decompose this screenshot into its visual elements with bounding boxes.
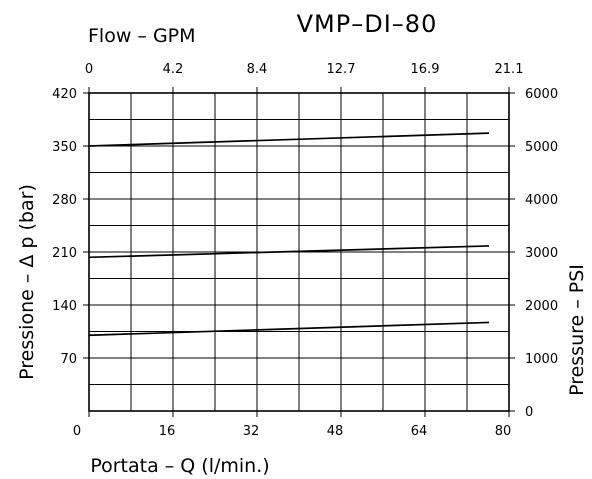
series-line	[88, 321, 490, 337]
x2-tick-label: 12.7	[327, 62, 356, 77]
y2-tick-label: 6000	[525, 87, 558, 102]
right-axis-label: Pressure – PSI	[566, 264, 588, 396]
x-tick-label: 80	[495, 424, 512, 439]
y2-tick-label: 2000	[525, 299, 558, 314]
x-tick-label: 64	[411, 424, 428, 439]
y-axis-label: Pressione – Δ p (bar)	[16, 184, 38, 380]
y-tick-label: 70	[60, 352, 77, 367]
series-line	[88, 132, 490, 147]
x2-tick-label: 21.1	[495, 62, 524, 77]
x-tick-label: 48	[327, 424, 344, 439]
series-group	[88, 132, 490, 337]
chart-title: VMP–DI–80	[297, 10, 438, 38]
y-tick-label: 280	[52, 193, 77, 208]
x-tick-label: 16	[159, 424, 176, 439]
top-axis-label: Flow – GPM	[88, 25, 196, 47]
y-tick-label: 140	[52, 299, 77, 314]
y-tick-label: 420	[52, 87, 77, 102]
y-tick-label: 210	[52, 246, 77, 261]
x2-tick-label: 0	[85, 62, 93, 77]
y-tick-label: 350	[52, 140, 77, 155]
y2-tick-label: 0	[525, 405, 533, 420]
y2-tick-label: 4000	[525, 193, 558, 208]
y2-tick-label: 5000	[525, 140, 558, 155]
y2-tick-label: 3000	[525, 246, 558, 261]
x2-tick-label: 4.2	[163, 62, 184, 77]
grid	[89, 93, 509, 411]
x-tick-label: 32	[243, 424, 260, 439]
tick-labels: 0 16 32 48 64 80 0 4.2 8.4 12.7 16.9 21.1 70 140 210 28…	[52, 62, 558, 439]
x-tick-label: 0	[73, 424, 81, 439]
series-line	[88, 245, 490, 259]
x2-tick-label: 16.9	[411, 62, 440, 77]
y2-tick-label: 1000	[525, 352, 558, 367]
x-axis-label: Portata – Q (l/min.)	[90, 455, 269, 477]
x2-tick-label: 8.4	[247, 62, 268, 77]
